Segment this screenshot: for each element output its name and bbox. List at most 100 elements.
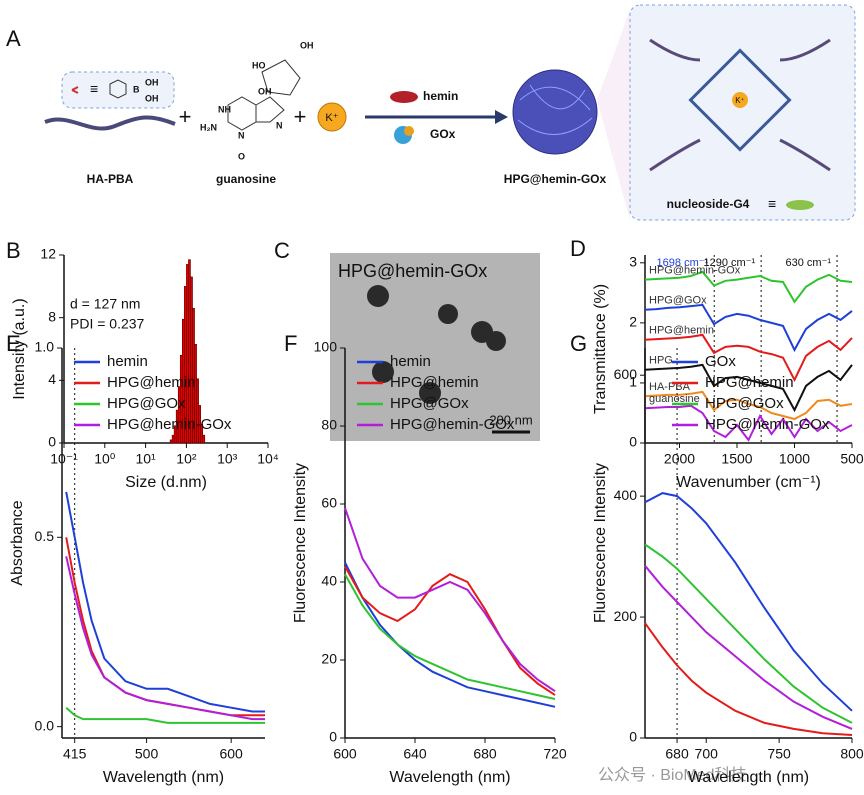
label: guanosine [216,172,276,186]
legend-label: hemin [390,353,431,370]
chart-panel: E 0.0 0.5 1.0 415 500 600 Wavelength (nm) Absorb… [6,331,265,786]
panel-label: B [6,238,21,263]
series-line [65,706,265,724]
x-tick-label: 800 [840,746,864,762]
nanoparticle [512,69,598,155]
series-line [344,562,556,708]
x-tick-label: 415 [63,746,87,762]
sugar [261,59,301,96]
atom: N [238,130,245,140]
y-axis-title: Fluorescence Intensity [592,463,609,623]
x-tick-label: 750 [767,746,791,762]
y-tick-label: 600 [614,366,638,382]
polymer-chain [44,115,176,131]
pba-box [61,71,175,109]
series-label: HPG@hemin-GOx [649,265,741,277]
hemin-icon [390,91,418,103]
potassium-ion [317,102,347,132]
plus: + [294,104,307,129]
x-tick-label: 700 [695,746,719,762]
x-tick-label: 720 [543,746,567,762]
legend-label: HPG@GOx [107,395,186,412]
y-axis-title: Transmittance (%) [592,284,609,414]
y-tick-label: 3 [629,254,637,270]
series-line [644,622,853,736]
series-line [644,543,853,724]
tem-image [330,253,540,441]
g4-box [629,4,856,221]
chart-panel: G 0 200 400 600 680 700 750 800 Wavelength (nm) Fl… [570,331,864,786]
y-tick-label: 0 [629,434,637,450]
series-line [644,390,853,421]
ion-label: K⁺ [735,96,745,105]
annotation: 1698 cm⁻¹ [657,257,709,269]
atom: N [276,120,283,130]
bar [169,439,173,444]
legend-label: HPG@hemin [705,374,794,391]
y-tick-label: 1 [629,374,637,390]
gox-icon [404,126,414,136]
label: hemin [423,89,458,103]
g4-chains [649,38,831,172]
chart-panel: D 0 1 2 3 2000 1500 1000 500 Wavenumber (cm⁻¹) Tra… [570,236,864,491]
pba-symbol [71,86,79,94]
annotation: 630 cm⁻¹ [786,257,832,269]
series-line [344,565,556,696]
x-tick-label: 2000 [664,451,695,467]
y-tick-label: 2 [629,314,637,330]
atom: OH [300,40,314,50]
zoom [597,10,630,220]
y-axis-title: Absorbance [9,500,26,585]
bar [171,434,175,444]
y-tick-label: 12 [40,246,56,262]
np-texture [517,84,593,135]
y-tick-label: 8 [48,308,56,324]
y-axis-title: Fluorescence Intensity [292,463,309,623]
chart-panel: F 0 20 40 60 80 100 600 640 680 720 Wavelength (nm)… [284,331,567,786]
legend-label: HPG@GOx [705,395,784,412]
x-tick-label: 10³ [217,451,238,467]
equiv: ≡ [90,81,98,97]
y-tick-label: 40 [321,573,337,589]
scheme: A ≡ B OH OH HA-PBA + HO OH OH NH H₂N N N… [6,4,856,221]
y-tick-label: 20 [321,651,337,667]
series-label: guanosine [649,393,700,405]
panel-label: D [570,236,586,261]
atom: OH [145,93,159,103]
legend-label: HPG@hemin-GOx [107,416,232,433]
legend-label: HPG@GOx [390,395,469,412]
equiv: ≡ [768,196,776,212]
label: GOx [430,127,456,141]
legend-label: HPG@hemin-GOx [705,416,830,433]
panel-label: A [6,26,21,51]
x-tick-label: 1000 [779,451,810,467]
x-tick-label: 600 [333,746,357,762]
annotation: d = 127 nm [70,296,140,312]
x-tick-label: 500 [135,746,159,762]
x-tick-label: 10⁴ [257,451,279,467]
panel-label: E [6,331,21,356]
x-axis-title: Wavelength (nm) [688,769,809,786]
g4-core [688,48,792,152]
tem-label: HPG@hemin-GOx [338,261,487,281]
particle [438,304,458,324]
x-tick-label: 10⁻¹ [50,451,78,467]
series-line [644,404,853,442]
x-tick-label: 10⁰ [94,451,116,467]
series-line [644,492,853,712]
legend-label: GOx [705,353,736,370]
panel-label: C [274,238,290,263]
series-line [644,303,853,353]
panel-label: F [284,331,297,356]
legend-label: HPG@hemin [390,374,479,391]
series-line [65,491,265,713]
y-tick-label: 400 [614,487,638,503]
bar [200,423,204,444]
series-line [644,270,853,304]
x-axis-title: Wavelength (nm) [103,769,224,786]
y-tick-label: 60 [321,495,337,511]
y-tick-label: 0.5 [35,528,55,544]
bar [196,378,199,444]
x-tick-label: 600 [219,746,243,762]
tem-panel: C HPG@hemin-GOx 200 nm [274,238,540,441]
